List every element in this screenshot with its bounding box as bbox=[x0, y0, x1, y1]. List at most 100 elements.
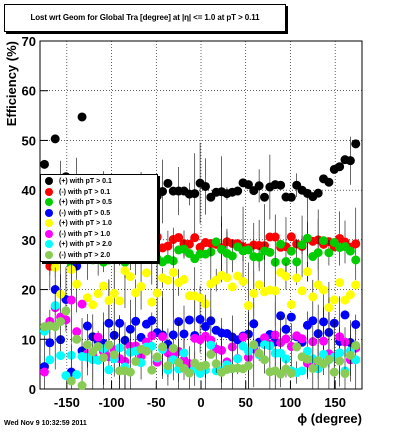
data-point bbox=[77, 299, 87, 309]
legend-entry: (+) with pT > 0.1 bbox=[45, 177, 112, 187]
data-point bbox=[308, 363, 318, 373]
data-point bbox=[345, 156, 355, 166]
data-point bbox=[93, 289, 103, 299]
data-point bbox=[292, 257, 302, 267]
x-tick-label: -150 bbox=[54, 395, 80, 410]
data-point bbox=[66, 376, 76, 386]
legend-label: (+) with pT > 2.0 bbox=[59, 241, 112, 248]
data-point bbox=[50, 322, 60, 332]
data-point bbox=[286, 232, 296, 242]
legend-marker bbox=[45, 229, 53, 238]
data-point bbox=[297, 334, 307, 344]
data-point bbox=[276, 180, 286, 190]
data-point bbox=[163, 178, 173, 188]
y-tick-label: 10 bbox=[22, 332, 36, 347]
data-point bbox=[39, 367, 49, 377]
data-point bbox=[56, 317, 66, 327]
data-point bbox=[39, 159, 49, 169]
data-point bbox=[72, 279, 82, 289]
data-point bbox=[99, 281, 109, 291]
data-point bbox=[254, 252, 264, 262]
data-point bbox=[335, 348, 345, 358]
data-point bbox=[109, 288, 119, 298]
data-point bbox=[158, 332, 168, 342]
data-point bbox=[147, 365, 157, 375]
data-point bbox=[168, 330, 178, 340]
data-point bbox=[254, 280, 264, 290]
data-point bbox=[286, 192, 296, 202]
legend-marker bbox=[45, 250, 53, 259]
legend-entry: (+) with pT > 0.5 bbox=[45, 198, 112, 208]
data-point bbox=[319, 349, 329, 359]
data-point bbox=[297, 240, 307, 250]
data-point bbox=[163, 241, 173, 251]
legend-marker bbox=[45, 240, 53, 249]
data-point bbox=[141, 268, 151, 278]
data-point bbox=[238, 341, 248, 351]
data-point bbox=[190, 189, 200, 199]
data-point bbox=[184, 315, 194, 325]
data-point bbox=[351, 280, 361, 290]
legend-label: (-) with pT > 2.0 bbox=[59, 251, 111, 259]
data-point bbox=[249, 340, 259, 350]
data-point bbox=[174, 232, 184, 242]
data-point bbox=[72, 327, 82, 337]
data-point bbox=[324, 248, 334, 258]
data-point bbox=[335, 162, 345, 172]
data-point bbox=[125, 272, 135, 282]
data-point bbox=[302, 267, 312, 277]
data-point bbox=[211, 359, 221, 369]
data-point bbox=[329, 295, 339, 305]
data-point bbox=[351, 341, 361, 351]
data-point bbox=[179, 348, 189, 358]
data-point bbox=[243, 301, 253, 311]
x-tick-label: 50 bbox=[238, 395, 252, 410]
data-point bbox=[329, 367, 339, 377]
data-point bbox=[249, 288, 259, 298]
data-point bbox=[104, 365, 114, 375]
data-point bbox=[82, 293, 92, 303]
data-point bbox=[297, 366, 307, 376]
data-point bbox=[340, 369, 350, 379]
legend-marker bbox=[45, 198, 53, 207]
data-point bbox=[211, 237, 221, 247]
data-point bbox=[109, 350, 119, 360]
data-point bbox=[286, 300, 296, 310]
data-point bbox=[206, 349, 216, 359]
legend-entry: (-) with pT > 1.0 bbox=[45, 229, 110, 240]
data-point bbox=[238, 276, 248, 286]
data-point bbox=[351, 139, 361, 149]
data-point bbox=[286, 312, 296, 322]
data-point bbox=[200, 360, 210, 370]
data-point bbox=[297, 286, 307, 296]
data-point bbox=[147, 297, 157, 307]
data-point bbox=[243, 180, 253, 190]
data-point bbox=[136, 281, 146, 291]
y-tick-label: 20 bbox=[22, 283, 36, 298]
data-point bbox=[324, 177, 334, 187]
data-point bbox=[163, 361, 173, 371]
data-point bbox=[345, 246, 355, 256]
data-point bbox=[222, 273, 232, 283]
timestamp: Wed Nov 9 10:32:59 2011 bbox=[4, 420, 87, 427]
data-point bbox=[308, 316, 318, 326]
data-point bbox=[190, 233, 200, 243]
data-point bbox=[313, 188, 323, 198]
data-point bbox=[254, 181, 264, 191]
chart-title: Lost wrt Geom for Global Tra [degree] at… bbox=[30, 13, 260, 22]
data-point bbox=[313, 248, 323, 258]
data-point bbox=[243, 245, 253, 255]
legend-entry: (+) with pT > 1.0 bbox=[45, 219, 112, 229]
legend-label: (+) with pT > 1.0 bbox=[59, 220, 112, 227]
data-point bbox=[77, 112, 87, 122]
data-point bbox=[319, 336, 329, 346]
data-point bbox=[308, 292, 318, 302]
data-point bbox=[276, 239, 286, 249]
data-point bbox=[125, 367, 135, 377]
data-point bbox=[152, 352, 162, 362]
data-point bbox=[72, 334, 82, 344]
data-point bbox=[50, 134, 60, 144]
data-point bbox=[270, 286, 280, 296]
data-point bbox=[345, 350, 355, 360]
legend-label: (-) with pT > 0.1 bbox=[59, 188, 111, 196]
